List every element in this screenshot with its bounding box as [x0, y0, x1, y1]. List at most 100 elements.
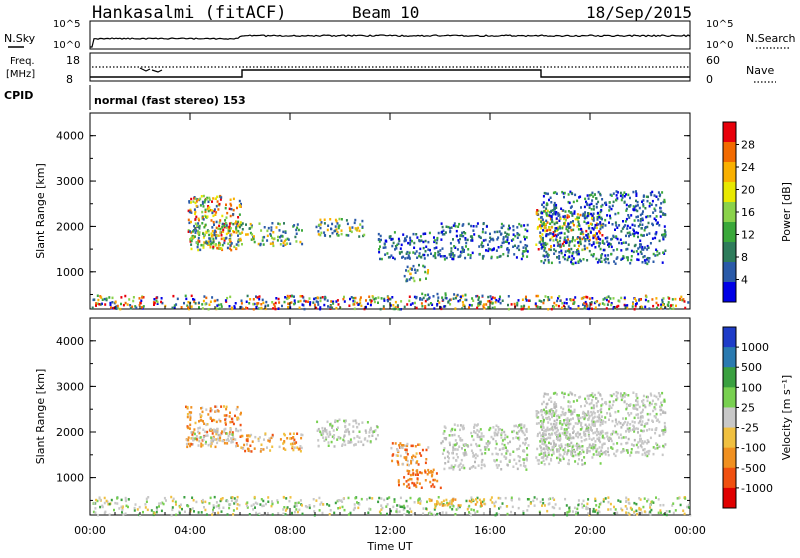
freq-label: Freq. — [10, 56, 35, 67]
data-cell — [628, 234, 630, 238]
data-cell — [562, 255, 565, 259]
data-cell — [464, 237, 467, 240]
data-cell — [301, 504, 303, 507]
data-cell — [207, 242, 210, 246]
data-cell — [619, 422, 622, 425]
data-cell — [607, 254, 610, 257]
data-cell — [660, 202, 663, 205]
data-cell — [604, 400, 607, 404]
data-cell — [457, 435, 460, 438]
data-cell — [141, 296, 144, 299]
data-cell — [316, 420, 319, 424]
data-cell — [621, 257, 624, 260]
data-cell — [569, 226, 572, 229]
data-cell — [303, 307, 306, 311]
data-cell — [282, 230, 285, 234]
data-cell — [636, 400, 639, 403]
data-cell — [599, 247, 602, 251]
data-cell — [635, 509, 638, 513]
data-cell — [627, 437, 630, 441]
data-cell — [225, 236, 228, 240]
data-cell — [674, 509, 677, 512]
data-cell — [662, 411, 665, 414]
data-cell — [478, 296, 480, 299]
data-cell — [326, 228, 329, 232]
data-cell — [276, 501, 279, 504]
data-cell — [556, 449, 558, 452]
data-cell — [658, 445, 661, 448]
data-cell — [565, 423, 568, 427]
data-cell — [219, 231, 222, 234]
data-cell — [476, 222, 479, 225]
data-cell — [634, 305, 637, 308]
data-cell — [352, 419, 355, 423]
data-cell — [537, 225, 539, 229]
data-cell — [252, 237, 255, 241]
data-cell — [449, 443, 451, 447]
data-cell — [560, 443, 563, 446]
data-cell — [316, 296, 319, 299]
data-cell — [431, 483, 434, 486]
velocity-colorbar-label: Velocity [m s⁻¹] — [780, 375, 793, 460]
data-cell — [560, 406, 563, 409]
data-cell — [558, 450, 561, 453]
data-cell — [443, 503, 446, 507]
data-cell — [170, 513, 173, 517]
data-cell — [595, 453, 598, 456]
data-cell — [118, 507, 121, 510]
data-cell — [556, 221, 559, 225]
data-cell — [257, 437, 260, 441]
data-cell — [198, 420, 200, 423]
data-cell — [215, 432, 218, 436]
data-cell — [493, 434, 496, 437]
data-cell — [594, 306, 597, 309]
data-cell — [428, 231, 431, 235]
data-cell — [547, 393, 549, 396]
data-cell — [609, 412, 611, 415]
data-cell — [576, 431, 579, 434]
data-cell — [558, 232, 561, 235]
data-cell — [544, 295, 547, 298]
data-cell — [588, 212, 591, 215]
data-cell — [672, 307, 675, 310]
data-cell — [543, 299, 545, 302]
data-cell — [686, 505, 689, 509]
data-cell — [650, 508, 653, 512]
data-cell — [410, 459, 413, 463]
data-cell — [606, 432, 609, 435]
data-cell — [253, 235, 255, 238]
data-cell — [555, 235, 558, 238]
data-cell — [561, 423, 564, 426]
data-cell — [191, 433, 194, 436]
data-cell — [542, 436, 545, 440]
data-cell — [470, 466, 473, 469]
data-cell — [565, 241, 568, 244]
data-cell — [342, 497, 345, 501]
data-cell — [461, 301, 464, 304]
data-cell — [465, 453, 468, 456]
data-cell — [97, 513, 99, 517]
data-cell — [301, 433, 304, 437]
data-cell — [625, 496, 628, 499]
data-cell — [629, 429, 632, 432]
data-cell — [471, 435, 474, 438]
data-cell — [612, 192, 615, 195]
data-cell — [329, 306, 332, 309]
data-cell — [396, 243, 399, 247]
data-cell — [340, 218, 343, 221]
data-cell — [484, 448, 487, 451]
data-cell — [235, 231, 238, 234]
data-cell — [522, 449, 525, 452]
data-cell — [480, 243, 483, 246]
data-cell — [308, 297, 311, 300]
data-cell — [125, 499, 127, 503]
data-cell — [676, 497, 679, 500]
data-cell — [607, 300, 610, 303]
data-cell — [235, 408, 238, 411]
data-cell — [404, 448, 407, 451]
data-cell — [346, 428, 349, 431]
data-cell — [194, 302, 197, 305]
data-cell — [553, 222, 556, 226]
data-cell — [580, 421, 583, 425]
data-cell — [583, 296, 586, 299]
